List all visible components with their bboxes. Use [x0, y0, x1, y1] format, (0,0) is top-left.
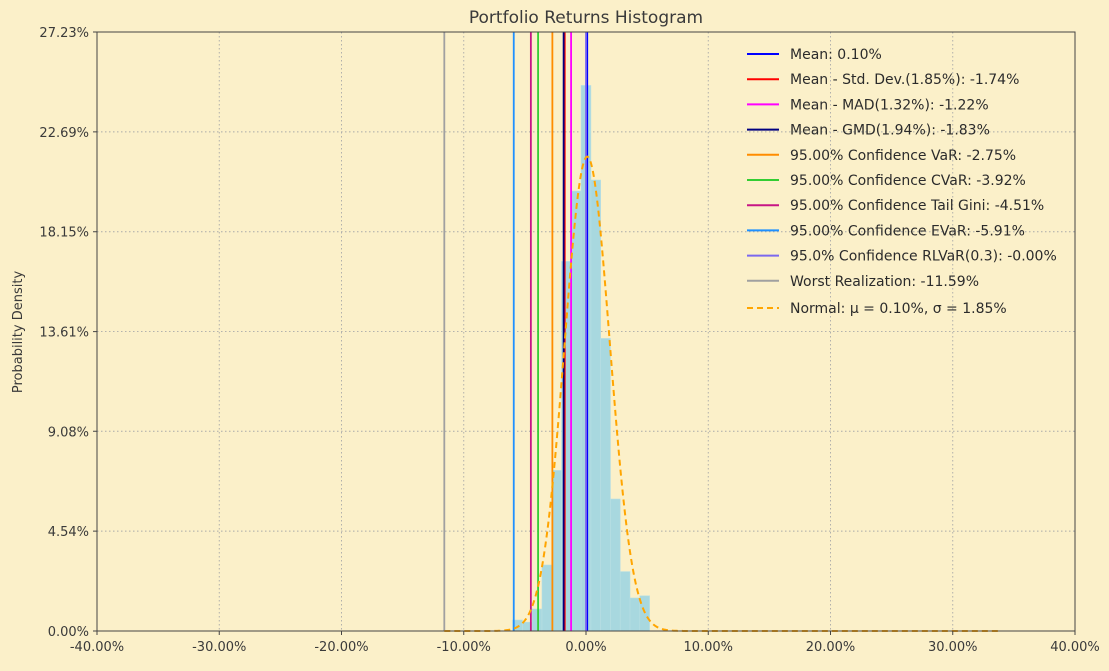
legend: Mean: 0.10% Mean - Std. Dev.(1.85%): -1.7… — [747, 47, 1057, 317]
y-tick-label: 22.69% — [39, 126, 89, 141]
legend-label: 95.0% Confidence RLVaR(0.3): -0.00% — [790, 249, 1057, 265]
histogram-bar — [590, 179, 601, 632]
legend-label: Mean - MAD(1.32%): -1.22% — [790, 97, 989, 113]
x-tick-label: -20.00% — [314, 640, 368, 655]
legend-label: Worst Realization: -11.59% — [790, 274, 979, 290]
histogram-bar — [600, 338, 611, 632]
x-tick-label: -10.00% — [437, 640, 491, 655]
y-tick-label: 4.54% — [48, 525, 89, 540]
x-tick-label: 20.00% — [806, 640, 856, 655]
x-tick-label: -40.00% — [70, 640, 124, 655]
histogram-bar — [619, 571, 631, 632]
x-tick-label: 0.00% — [565, 640, 606, 655]
legend-label: 95.00% Confidence EVaR: -5.91% — [790, 223, 1025, 239]
x-tick-label: 30.00% — [928, 640, 978, 655]
x-tick-label: -30.00% — [192, 640, 246, 655]
axes: -40.00% -30.00% -20.00% -10.00% 0.00% 10.00% 2… — [39, 26, 1099, 655]
y-tick-label: 18.15% — [39, 226, 89, 241]
y-tick-label: 27.23% — [39, 26, 89, 41]
histogram-bar — [629, 597, 641, 632]
histogram-bar — [541, 564, 553, 632]
legend-label: 95.00% Confidence Tail Gini: -4.51% — [790, 198, 1044, 214]
histogram-bars — [512, 85, 650, 632]
legend-label: Normal: μ = 0.10%, σ = 1.85% — [790, 301, 1007, 317]
legend-label: Mean: 0.10% — [790, 47, 882, 63]
legend-label: 95.00% Confidence VaR: -2.75% — [790, 148, 1016, 164]
y-tick-label: 0.00% — [48, 625, 89, 640]
histogram-bar — [571, 190, 582, 632]
y-tick-label: 13.61% — [39, 326, 89, 341]
histogram-bar — [610, 498, 621, 632]
legend-label: Mean - Std. Dev.(1.85%): -1.74% — [790, 72, 1019, 88]
histogram-bar — [531, 608, 543, 632]
x-tick-label: 40.00% — [1050, 640, 1100, 655]
legend-label: 95.00% Confidence CVaR: -3.92% — [790, 173, 1026, 189]
y-axis-label: Probability Density — [11, 271, 26, 394]
legend-label: Mean - GMD(1.94%): -1.83% — [790, 123, 990, 139]
chart-title: Portfolio Returns Histogram — [469, 8, 703, 28]
x-tick-label: 10.00% — [683, 640, 733, 655]
y-tick-label: 9.08% — [48, 425, 89, 440]
risk-measure-lines — [443, 32, 589, 631]
